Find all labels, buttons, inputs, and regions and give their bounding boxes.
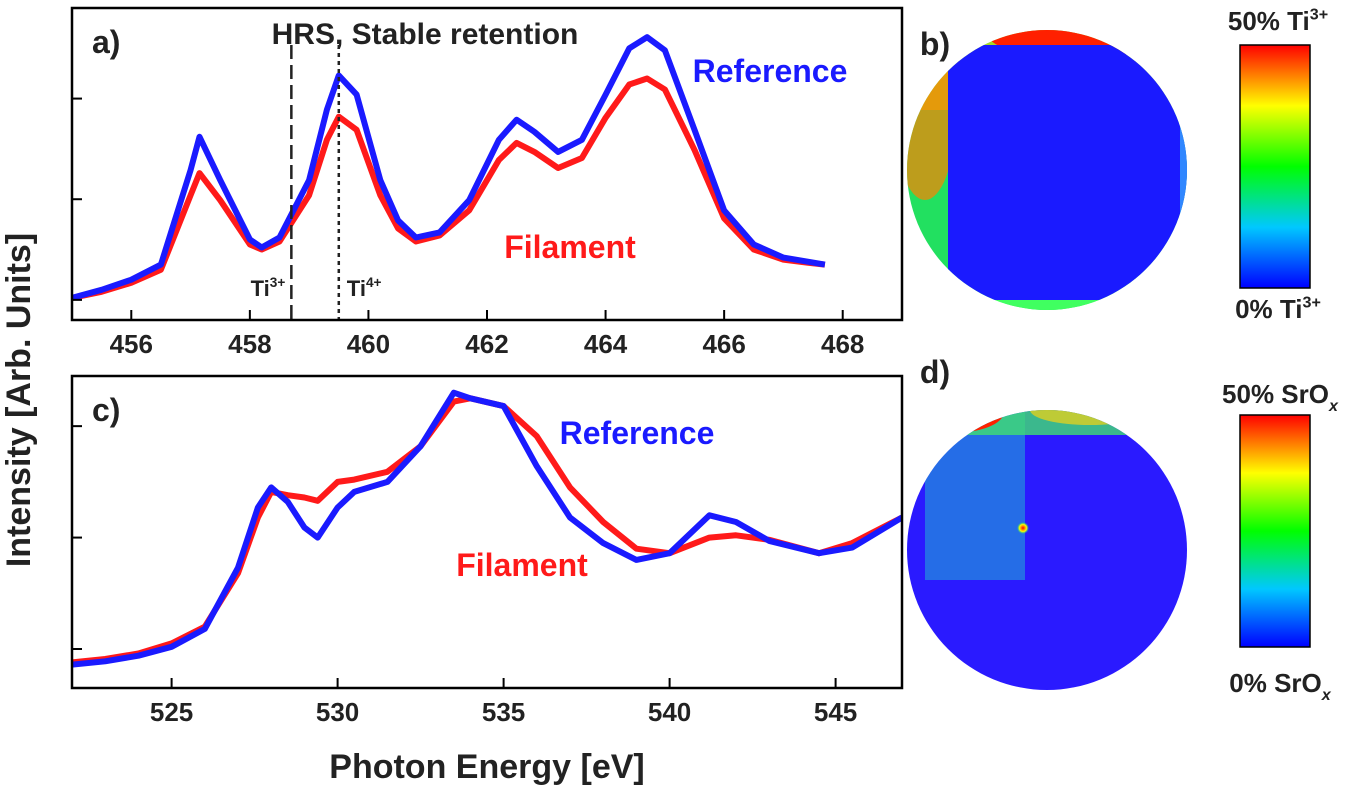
panel-label: d) (920, 354, 950, 390)
x-tick-label: 535 (482, 697, 525, 727)
x-tick-label: 456 (110, 329, 153, 359)
x-tick-label: 468 (821, 329, 864, 359)
colorbar-max-label: 50% Ti3+ (1228, 6, 1328, 36)
marker-label-main: Ti (347, 276, 366, 301)
legend-label: Filament (504, 229, 636, 265)
x-tick-label: 466 (702, 329, 745, 359)
colorbar-min-label: 0% SrOx (1229, 668, 1332, 704)
plot-frame (70, 374, 904, 690)
colorbar-max-label-sup: 3+ (1310, 6, 1328, 24)
chart-title: HRS, Stable retention (272, 18, 579, 51)
colorbar-max-label: 50% SrOx (1222, 379, 1339, 415)
marker-label: Ti4+ (347, 275, 382, 301)
x-tick-label: 530 (316, 697, 359, 727)
colorbar-max-label-sub: x (1328, 397, 1339, 415)
colorbar-max-label-main: 50% SrO (1222, 379, 1329, 409)
x-tick-label: 460 (347, 329, 390, 359)
colorbar-min-label-main: 0% SrO (1229, 668, 1322, 698)
x-tick-label: 540 (648, 697, 691, 727)
marker-label-sup: 4+ (366, 275, 382, 290)
x-tick-label: 462 (465, 329, 508, 359)
x-tick-label: 525 (150, 697, 193, 727)
colorbar (1239, 414, 1311, 648)
colorbar-min-label: 0% Ti3+ (1235, 294, 1321, 324)
y-axis-label: Intensity [Arb. Units] (0, 233, 38, 567)
panel-label: a) (92, 24, 120, 60)
colorbar-min-label-sub: x (1321, 686, 1332, 704)
colorbar-max-label-main: 50% Ti (1228, 6, 1310, 36)
marker-label: Ti3+ (251, 275, 286, 301)
map-d (907, 410, 1187, 690)
colorbar (1239, 44, 1311, 289)
legend-label: Filament (456, 547, 588, 583)
panel-label: b) (920, 26, 950, 62)
legend-label: Reference (693, 53, 848, 89)
plot (72, 34, 826, 301)
panel-label: c) (92, 392, 120, 428)
plot-frame (70, 6, 904, 322)
marker-label-main: Ti (251, 276, 270, 301)
x-tick-label: 545 (814, 697, 857, 727)
line-series (72, 389, 902, 668)
legend-label: Reference (560, 415, 715, 451)
line-series (72, 395, 902, 666)
marker-label-sup: 3+ (270, 275, 286, 290)
line-series (72, 34, 826, 301)
x-axis-label: Photon Energy [eV] (329, 748, 644, 786)
colorbar-min-label-sup: 3+ (1303, 294, 1321, 312)
plot (72, 389, 902, 668)
colorbar-min-label-main: 0% Ti (1235, 294, 1302, 324)
x-tick-label: 458 (228, 329, 271, 359)
x-tick-label: 464 (584, 329, 628, 359)
line-series (72, 75, 826, 301)
